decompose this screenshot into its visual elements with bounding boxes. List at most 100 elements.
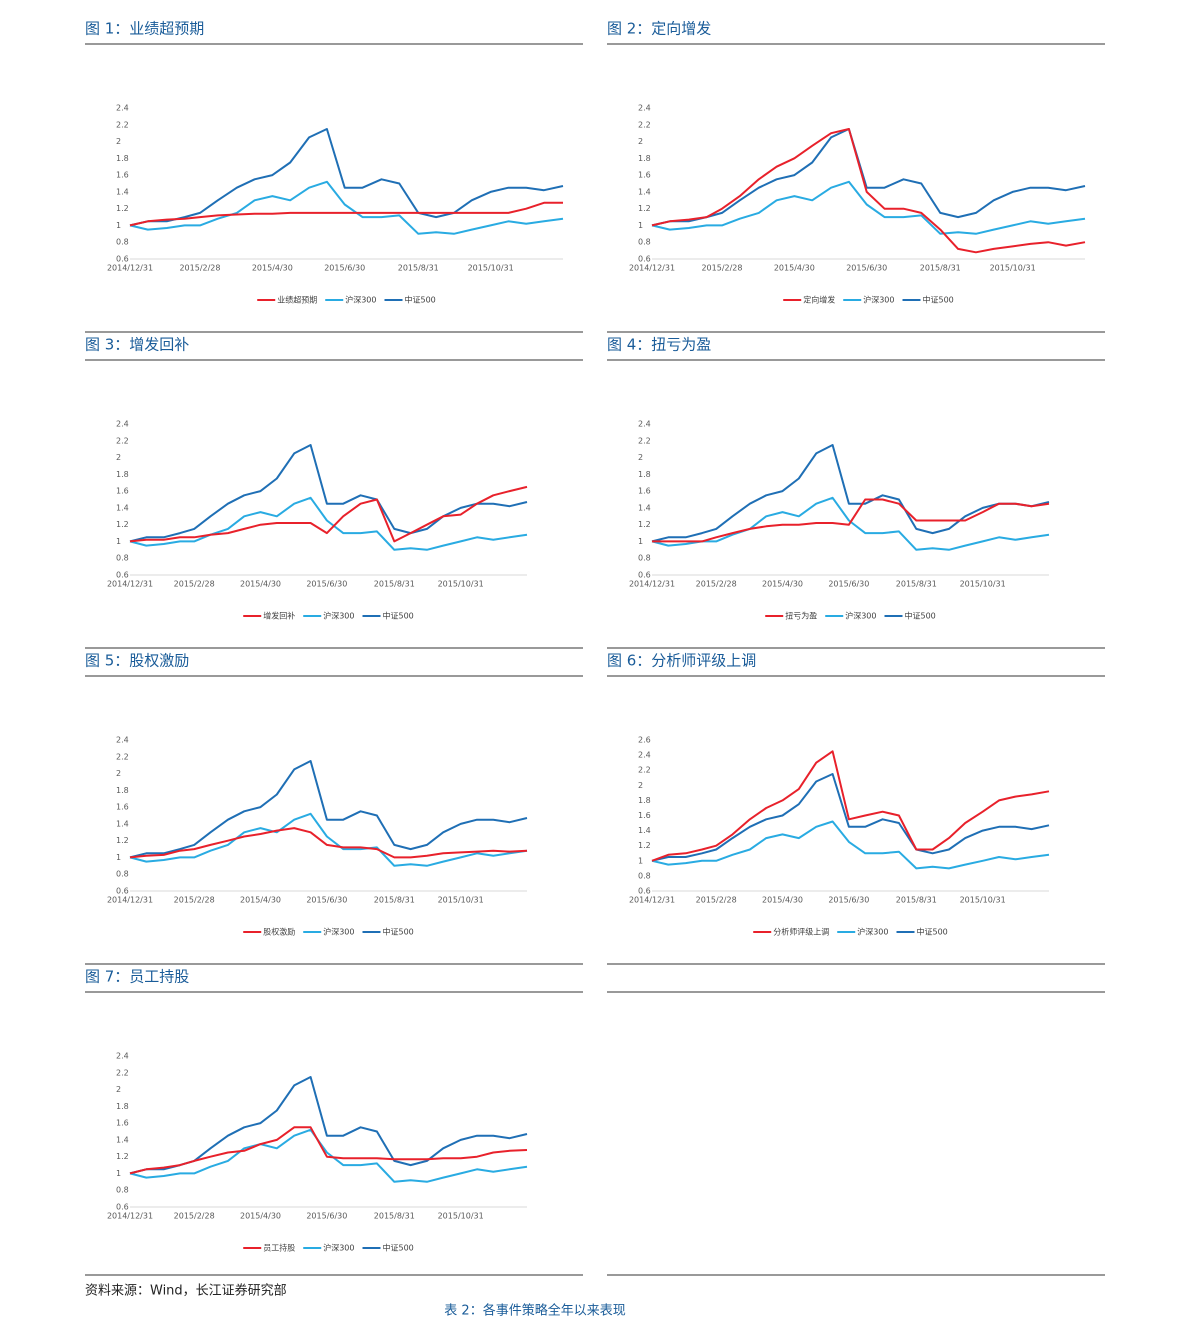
- x-tick-label: 2015/8/31: [374, 1212, 415, 1221]
- y-tick-label: 0.8: [638, 554, 651, 563]
- y-tick-label: 2.2: [638, 120, 651, 129]
- series-line: [651, 820, 1050, 870]
- x-tick-label: 2015/2/28: [174, 896, 215, 905]
- series-line: [651, 128, 1086, 227]
- y-tick-label: 1.8: [116, 1102, 129, 1111]
- legend-label: 沪深300: [323, 1243, 354, 1253]
- figure-caption: 图 6：分析师评级上调: [607, 652, 756, 670]
- y-tick-label: 2.2: [116, 752, 129, 761]
- series-line: [129, 180, 564, 235]
- y-tick-label: 1: [116, 537, 121, 546]
- x-tick-label: 2014/12/31: [107, 580, 153, 589]
- legend-label: 中证500: [383, 611, 414, 621]
- x-tick-label: 2015/6/30: [306, 896, 347, 905]
- series-line: [129, 812, 528, 867]
- y-tick-label: 1.4: [116, 819, 129, 828]
- y-tick-label: 1: [116, 853, 121, 862]
- series-line: [129, 444, 528, 543]
- x-tick-label: 2015/10/31: [990, 264, 1036, 273]
- y-tick-label: 1: [638, 221, 643, 230]
- x-tick-label: 2015/4/30: [252, 264, 293, 273]
- x-tick-label: 2015/6/30: [306, 580, 347, 589]
- x-tick-label: 2015/2/28: [696, 580, 737, 589]
- x-tick-label: 2015/8/31: [920, 264, 961, 273]
- x-tick-label: 2015/6/30: [306, 1212, 347, 1221]
- y-tick-label: 1.6: [638, 487, 651, 496]
- y-tick-label: 1: [638, 537, 643, 546]
- x-tick-label: 2015/10/31: [960, 896, 1006, 905]
- series-line: [651, 750, 1050, 862]
- legend-label: 沪深300: [345, 295, 376, 305]
- y-tick-label: 1.2: [116, 520, 129, 529]
- y-tick-label: 1.2: [638, 204, 651, 213]
- legend-label: 分析师评级上调: [773, 927, 829, 937]
- y-tick-label: 0.8: [116, 554, 129, 563]
- series-line: [129, 201, 563, 227]
- y-tick-label: 0.8: [116, 1186, 129, 1195]
- x-tick-label: 2015/8/31: [374, 896, 415, 905]
- series-line: [129, 827, 528, 859]
- y-tick-label: 1.2: [116, 204, 129, 213]
- y-tick-label: 0.6: [116, 1203, 129, 1212]
- series-line: [129, 760, 528, 859]
- legend-label: 中证500: [923, 295, 954, 305]
- legend-label: 沪深300: [863, 295, 894, 305]
- x-tick-label: 2015/10/31: [438, 896, 484, 905]
- y-tick-label: 2: [116, 769, 121, 778]
- next-table-title: 表 2：各事件策略全年以来表现: [444, 1303, 625, 1319]
- legend-label: 中证500: [405, 295, 436, 305]
- y-tick-label: 2.2: [638, 766, 651, 775]
- y-tick-label: 0.6: [116, 887, 129, 896]
- y-tick-label: 1.8: [638, 796, 651, 805]
- x-tick-label: 2014/12/31: [629, 580, 675, 589]
- legend-label: 定向增发: [803, 295, 835, 305]
- y-tick-label: 0.6: [638, 571, 651, 580]
- series-line: [652, 498, 1050, 543]
- y-tick-label: 1.8: [116, 470, 129, 479]
- x-tick-label: 2014/12/31: [107, 1212, 153, 1221]
- y-tick-label: 1.4: [116, 503, 129, 512]
- y-tick-label: 2: [116, 137, 121, 146]
- legend-label: 沪深300: [845, 611, 876, 621]
- y-tick-label: 2.2: [116, 120, 129, 129]
- y-tick-label: 0.8: [116, 870, 129, 879]
- y-tick-label: 1: [116, 1169, 121, 1178]
- legend-label: 沪深300: [323, 927, 354, 937]
- legend-label: 股权激励: [263, 927, 295, 937]
- y-tick-label: 1.4: [116, 187, 129, 196]
- y-tick-label: 1.2: [116, 836, 129, 845]
- series-line: [651, 128, 1086, 254]
- y-tick-label: 1.6: [116, 487, 129, 496]
- x-tick-label: 2015/4/30: [774, 264, 815, 273]
- y-tick-label: 1.4: [638, 826, 651, 835]
- x-tick-label: 2015/8/31: [896, 580, 937, 589]
- x-tick-label: 2015/6/30: [324, 264, 365, 273]
- series-line: [129, 128, 564, 227]
- figure-caption: 图 7：员工持股: [85, 968, 189, 986]
- y-tick-label: 1.8: [116, 786, 129, 795]
- y-tick-label: 2.4: [116, 420, 129, 429]
- y-tick-label: 1.4: [638, 187, 651, 196]
- y-tick-label: 0.8: [638, 871, 651, 880]
- y-tick-label: 1.4: [116, 1135, 129, 1144]
- x-tick-label: 2014/12/31: [107, 264, 153, 273]
- y-tick-label: 1.6: [116, 803, 129, 812]
- legend-label: 员工持股: [263, 1243, 295, 1253]
- y-tick-label: 1.6: [116, 1119, 129, 1128]
- x-tick-label: 2015/2/28: [701, 264, 742, 273]
- y-tick-label: 1.8: [116, 154, 129, 163]
- y-tick-label: 2.4: [116, 736, 129, 745]
- y-tick-label: 0.6: [116, 571, 129, 580]
- x-tick-label: 2015/8/31: [398, 264, 439, 273]
- legend-label: 中证500: [383, 927, 414, 937]
- y-tick-label: 1.8: [638, 154, 651, 163]
- legend-label: 业绩超预期: [277, 295, 317, 305]
- series-line: [129, 1076, 528, 1175]
- y-tick-label: 1.2: [638, 520, 651, 529]
- source-note: 资料来源：Wind，长江证券研究部: [85, 1283, 287, 1299]
- y-tick-label: 2.4: [638, 751, 651, 760]
- series-line: [129, 1126, 528, 1175]
- y-tick-label: 0.6: [116, 255, 129, 264]
- figure-caption: 图 5：股权激励: [85, 652, 189, 670]
- series-line: [651, 773, 1050, 862]
